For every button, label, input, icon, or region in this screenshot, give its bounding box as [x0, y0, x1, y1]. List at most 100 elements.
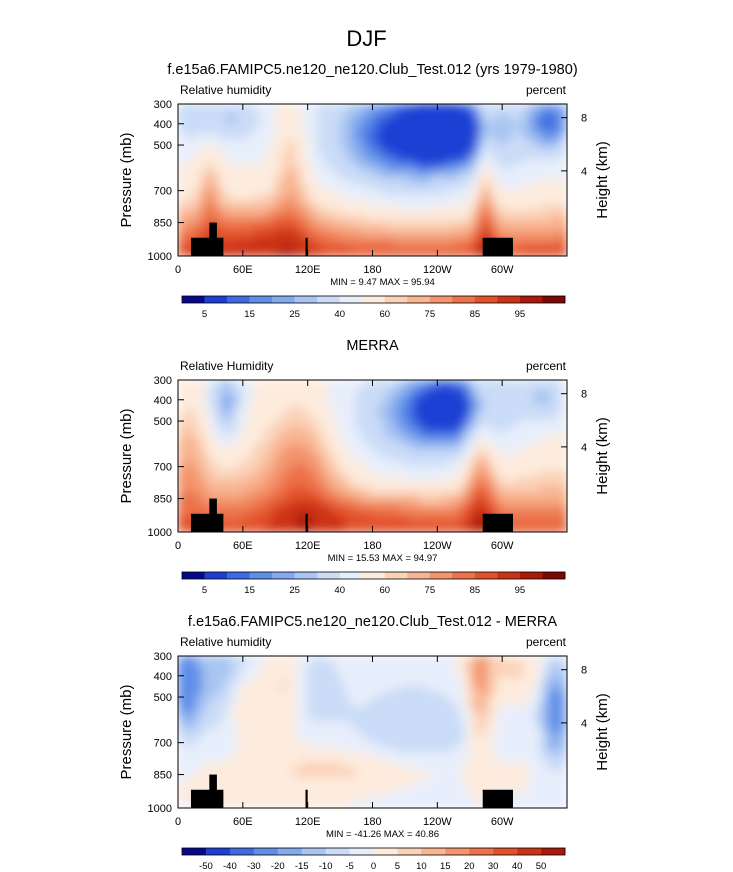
- heatmap-cell: [382, 250, 390, 256]
- heatmap-cell: [480, 425, 487, 432]
- heatmap-cell: [328, 475, 336, 482]
- heatmap-cell: [507, 445, 514, 452]
- heatmap-cell: [188, 128, 195, 135]
- heatmap-cell: [182, 154, 190, 161]
- colorbar-swatch: [249, 296, 273, 303]
- colorbar: 5 15 25 40 60 75 85 95: [181, 295, 566, 320]
- heatmap-cell: [458, 220, 465, 227]
- heatmap-cell: [534, 685, 541, 692]
- heatmap-cell: [253, 159, 260, 166]
- heatmap-cell: [178, 394, 184, 401]
- heatmap-cell: [253, 450, 260, 457]
- heatmap-cell: [285, 199, 292, 206]
- heatmap-cell: [344, 506, 352, 513]
- heatmap-cell: [199, 480, 206, 487]
- heatmap-cell: [474, 133, 482, 140]
- heatmap-cell: [480, 430, 487, 437]
- heatmap-cell: [512, 450, 519, 457]
- heatmap-cell: [442, 159, 449, 166]
- heatmap-cell: [366, 445, 373, 452]
- heatmap-cell: [490, 420, 498, 427]
- heatmap-cell: [361, 169, 368, 176]
- heatmap-cell: [236, 506, 244, 513]
- colorbar-swatch: [227, 296, 250, 303]
- heatmap-cell: [393, 220, 401, 227]
- heatmap-cell: [182, 174, 190, 181]
- heatmap-cell: [236, 214, 244, 222]
- heatmap-cell: [274, 199, 282, 206]
- heatmap-cell: [199, 450, 206, 457]
- heatmap-cell: [555, 521, 563, 528]
- heatmap-cell: [178, 149, 184, 156]
- heatmap-cell: [377, 516, 384, 523]
- heatmap-cell: [372, 204, 379, 211]
- heatmap-cell: [415, 250, 422, 256]
- heatmap-cell: [485, 485, 492, 492]
- heatmap-cell: [420, 245, 428, 252]
- heatmap-cell: [290, 394, 298, 401]
- heatmap-cell: [209, 460, 217, 467]
- heatmap-cell: [269, 214, 276, 222]
- heatmap-cell: [199, 104, 206, 110]
- heatmap-cell: [544, 485, 552, 492]
- heatmap-cell: [236, 225, 244, 232]
- heatmap-cell: [453, 665, 460, 672]
- heatmap-cell: [415, 435, 422, 442]
- heatmap-cell: [236, 154, 244, 161]
- heatmap-cell: [420, 675, 428, 682]
- heatmap-cell: [485, 430, 492, 437]
- heatmap-cell: [263, 394, 271, 401]
- heatmap-cell: [350, 184, 357, 191]
- heatmap-cell: [323, 450, 330, 457]
- heatmap-cell: [178, 656, 184, 662]
- heatmap-cell: [517, 475, 525, 482]
- heatmap-cell: [420, 159, 428, 166]
- heatmap-cell: [561, 430, 567, 437]
- heatmap-cell: [539, 480, 546, 487]
- heatmap-cell: [323, 384, 330, 391]
- heatmap-cell: [420, 496, 428, 503]
- heatmap-cell: [431, 380, 438, 386]
- heatmap-cell: [253, 194, 260, 201]
- heatmap-cell: [490, 113, 498, 120]
- heatmap-cell: [323, 656, 330, 662]
- heatmap-cell: [188, 144, 195, 151]
- heatmap-cell: [463, 465, 471, 472]
- heatmap-cell: [215, 184, 222, 191]
- heatmap-cell: [274, 516, 282, 523]
- heatmap-cell: [361, 199, 368, 206]
- heatmap-cell: [485, 384, 492, 391]
- heatmap-cell: [539, 399, 546, 406]
- heatmap-cell: [328, 220, 336, 227]
- heatmap-cell: [323, 460, 330, 467]
- heatmap-cell: [485, 450, 492, 457]
- heatmap-cell: [404, 189, 411, 196]
- heatmap-cell: [307, 133, 314, 140]
- heatmap-cell: [350, 225, 357, 232]
- heatmap-cell: [453, 450, 460, 457]
- heatmap-cell: [382, 680, 390, 687]
- heatmap-cell: [555, 656, 563, 662]
- heatmap-cell: [388, 199, 395, 206]
- heatmap-cell: [280, 149, 287, 156]
- heatmap-cell: [512, 169, 519, 176]
- heatmap-cell: [242, 490, 249, 498]
- heatmap-cell: [544, 230, 552, 237]
- heatmap-cell: [193, 209, 201, 216]
- heatmap-cell: [263, 113, 271, 120]
- heatmap-cell: [296, 108, 303, 115]
- heatmap-cell: [485, 214, 492, 222]
- heatmap-cell: [436, 501, 444, 508]
- heatmap-cell: [393, 685, 401, 692]
- heatmap-cell: [350, 414, 357, 422]
- heatmap-cell: [512, 435, 519, 442]
- heatmap-cell: [280, 214, 287, 222]
- heatmap-cell: [507, 399, 514, 406]
- heatmap-cell: [404, 399, 411, 406]
- heatmap-cell: [528, 214, 536, 222]
- heatmap-cell: [388, 670, 395, 677]
- heatmap-cell: [317, 123, 325, 130]
- heatmap-cell: [178, 690, 184, 698]
- heatmap-cell: [339, 179, 346, 186]
- heatmap-cell: [361, 225, 368, 232]
